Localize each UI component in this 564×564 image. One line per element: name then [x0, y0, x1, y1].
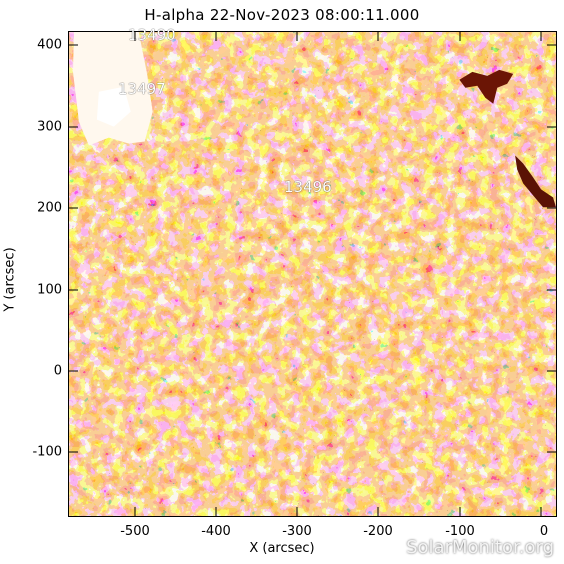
solarmonitor-watermark: SolarMonitor.org: [406, 537, 554, 558]
x-tick-label: -300: [282, 524, 312, 539]
y-tick-label: 0: [53, 363, 62, 379]
x-tick-label: -100: [445, 524, 475, 539]
region-label-13496: 13496: [284, 178, 332, 196]
x-tick-label: 0: [539, 524, 549, 539]
region-label-13497: 13497: [118, 80, 166, 98]
region-label-13490: 13490: [128, 26, 176, 44]
y-tick-label: 100: [37, 282, 62, 298]
y-tick-label: 300: [37, 119, 62, 135]
y-axis-label: Y (arcsec): [2, 247, 18, 312]
x-tick-label: -400: [201, 524, 231, 539]
x-axis-label: X (arcsec): [249, 541, 315, 556]
halpha-image: [68, 31, 557, 517]
x-tick-label: -500: [120, 524, 150, 539]
y-tick-label: -100: [32, 444, 62, 460]
y-tick-label: 400: [37, 37, 62, 53]
x-tick-label: -200: [363, 524, 393, 539]
y-tick-label: 200: [37, 200, 62, 216]
image-title: H-alpha 22-Nov-2023 08:00:11.000: [144, 6, 420, 24]
solar-disk-image: [69, 32, 556, 516]
